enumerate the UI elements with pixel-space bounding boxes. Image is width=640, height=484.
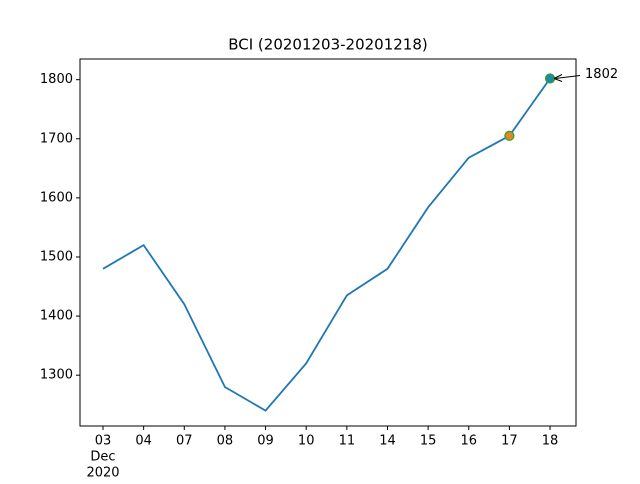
y-tick-label: 1800	[40, 72, 73, 87]
annotation-arrowhead	[553, 74, 563, 82]
highlight-marker	[504, 130, 515, 141]
y-tick-label: 1400	[40, 309, 73, 324]
y-tick-label: 1500	[40, 249, 73, 264]
x-tick-label: 03	[95, 434, 112, 449]
x-tick-label: 10	[298, 434, 315, 449]
annotation-arrow	[554, 75, 581, 79]
y-tick-label: 1600	[40, 190, 73, 205]
x-tick-label: 09	[257, 434, 274, 449]
x-tick-label: 08	[217, 434, 234, 449]
x-tick-label: 17	[501, 434, 518, 449]
x-tick-label: 16	[460, 434, 477, 449]
x-group-label: Dec	[90, 450, 115, 465]
x-tick-label: 18	[542, 434, 559, 449]
plot-frame	[79, 58, 577, 427]
x-tick-label: 04	[135, 434, 152, 449]
line-series	[102, 77, 551, 412]
x-group-label: 2020	[86, 466, 119, 481]
x-tick-label: 07	[176, 434, 193, 449]
highlight-marker	[544, 73, 556, 84]
y-tick-label: 1300	[40, 368, 73, 383]
y-tick-label: 1700	[40, 131, 73, 146]
annotation-label: 1802	[585, 67, 618, 82]
x-tick-label: 14	[379, 434, 396, 449]
chart-title: BCI (20201203-20201218)	[228, 36, 428, 54]
x-tick-label: 11	[339, 434, 356, 449]
x-tick-label: 15	[420, 434, 437, 449]
